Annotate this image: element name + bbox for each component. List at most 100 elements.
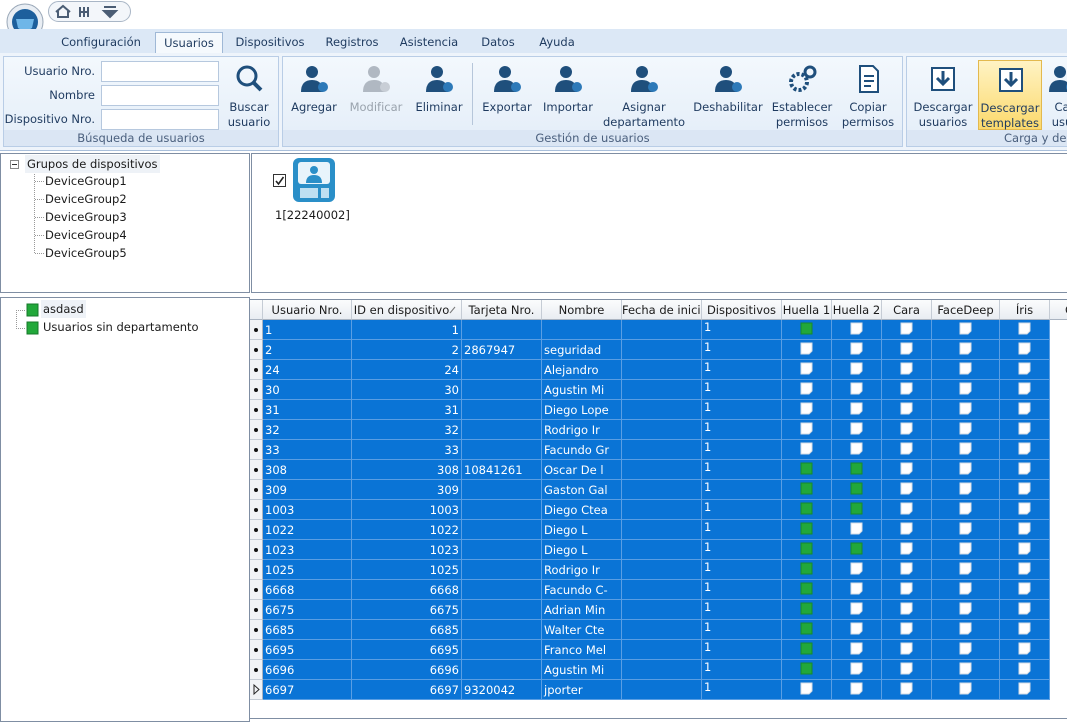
- table-cell[interactable]: Diego Ctea: [542, 500, 622, 520]
- table-cell[interactable]: [932, 540, 1000, 560]
- table-cell[interactable]: [882, 420, 932, 440]
- row-header[interactable]: [250, 600, 263, 620]
- table-cell[interactable]: [782, 680, 832, 700]
- table-cell[interactable]: [882, 660, 932, 680]
- table-cell[interactable]: [782, 580, 832, 600]
- row-header[interactable]: [250, 460, 263, 480]
- ribbon-button[interactable]: Causu: [1042, 60, 1067, 130]
- table-cell[interactable]: [462, 500, 542, 520]
- table-cell[interactable]: [782, 600, 832, 620]
- table-cell[interactable]: [462, 520, 542, 540]
- ribbon-button[interactable]: Eliminar: [411, 60, 467, 130]
- table-cell[interactable]: [832, 680, 882, 700]
- ribbon-button[interactable]: Agregar: [286, 60, 342, 130]
- tree-root[interactable]: Grupos de dispositivos: [25, 155, 160, 173]
- table-cell[interactable]: [932, 640, 1000, 660]
- table-cell[interactable]: 1: [702, 560, 782, 580]
- table-cell[interactable]: 1: [702, 360, 782, 380]
- tab[interactable]: Registros: [325, 35, 379, 49]
- ribbon-button[interactable]: Asignar departamento: [602, 60, 686, 130]
- column-header[interactable]: Usuario Nro.: [263, 300, 352, 320]
- column-header[interactable]: Nombre: [542, 300, 622, 320]
- tab[interactable]: Configuración: [61, 35, 141, 49]
- table-cell[interactable]: [882, 560, 932, 580]
- table-cell[interactable]: Oscar De l: [542, 460, 622, 480]
- table-cell[interactable]: [932, 600, 1000, 620]
- table-cell[interactable]: [622, 600, 702, 620]
- table-cell[interactable]: [932, 400, 1000, 420]
- tab[interactable]: Dispositivos: [235, 35, 305, 49]
- table-cell[interactable]: [782, 480, 832, 500]
- table-cell[interactable]: [882, 680, 932, 700]
- table-cell[interactable]: [832, 660, 882, 680]
- table-cell[interactable]: [462, 600, 542, 620]
- table-cell[interactable]: [622, 360, 702, 380]
- search-button[interactable]: Buscar usuario: [226, 60, 272, 130]
- table-cell[interactable]: 2867947: [462, 340, 542, 360]
- table-cell[interactable]: [622, 460, 702, 480]
- table-cell[interactable]: 6695: [352, 640, 462, 660]
- table-cell[interactable]: 308: [263, 460, 352, 480]
- table-cell[interactable]: Facundo C-: [542, 580, 622, 600]
- table-cell[interactable]: [882, 640, 932, 660]
- table-cell[interactable]: 1: [702, 460, 782, 480]
- table-cell[interactable]: [782, 660, 832, 680]
- table-cell[interactable]: 6696: [263, 660, 352, 680]
- ribbon-button[interactable]: Descargar usuarios: [913, 60, 973, 130]
- table-cell[interactable]: 1: [702, 520, 782, 540]
- table-cell[interactable]: 6695: [263, 640, 352, 660]
- table-cell[interactable]: [882, 440, 932, 460]
- table-cell[interactable]: [622, 560, 702, 580]
- table-cell[interactable]: [782, 560, 832, 580]
- table-cell[interactable]: 6697: [352, 680, 462, 700]
- table-cell[interactable]: [1000, 600, 1050, 620]
- table-cell[interactable]: 1: [702, 500, 782, 520]
- table-cell[interactable]: [622, 660, 702, 680]
- table-cell[interactable]: [832, 520, 882, 540]
- table-cell[interactable]: [832, 460, 882, 480]
- table-cell[interactable]: [882, 620, 932, 640]
- table-cell[interactable]: [832, 640, 882, 660]
- device-label[interactable]: 1[22240002]: [275, 208, 350, 222]
- table-cell[interactable]: [932, 440, 1000, 460]
- column-header[interactable]: Fecha de inicio: [622, 300, 702, 320]
- table-cell[interactable]: [882, 580, 932, 600]
- table-cell[interactable]: Diego Lope: [542, 400, 622, 420]
- table-cell[interactable]: [932, 420, 1000, 440]
- table-cell[interactable]: [1000, 420, 1050, 440]
- table-cell[interactable]: [932, 680, 1000, 700]
- table-cell[interactable]: [622, 540, 702, 560]
- table-cell[interactable]: [882, 500, 932, 520]
- row-header[interactable]: [250, 660, 263, 680]
- row-header[interactable]: [250, 420, 263, 440]
- table-cell[interactable]: [622, 320, 702, 340]
- table-cell[interactable]: Alejandro: [542, 360, 622, 380]
- table-cell[interactable]: [542, 320, 622, 340]
- table-cell[interactable]: [782, 460, 832, 480]
- table-cell[interactable]: [932, 500, 1000, 520]
- table-cell[interactable]: [782, 440, 832, 460]
- table-cell[interactable]: 1023: [263, 540, 352, 560]
- table-cell[interactable]: [462, 380, 542, 400]
- table-cell[interactable]: 1: [702, 480, 782, 500]
- table-cell[interactable]: 1: [702, 640, 782, 660]
- table-cell[interactable]: 6697: [263, 680, 352, 700]
- table-cell[interactable]: [782, 640, 832, 660]
- table-cell[interactable]: [882, 360, 932, 380]
- tree-node[interactable]: DeviceGroup2: [45, 192, 127, 206]
- row-header[interactable]: [250, 680, 263, 700]
- table-cell[interactable]: [462, 420, 542, 440]
- table-cell[interactable]: [622, 380, 702, 400]
- table-cell[interactable]: 6685: [263, 620, 352, 640]
- row-header[interactable]: [250, 520, 263, 540]
- table-cell[interactable]: jporter: [542, 680, 622, 700]
- table-cell[interactable]: Facundo Gr: [542, 440, 622, 460]
- table-cell[interactable]: [1000, 320, 1050, 340]
- table-cell[interactable]: 6668: [352, 580, 462, 600]
- column-header[interactable]: G: [1050, 300, 1067, 320]
- table-cell[interactable]: 1: [702, 540, 782, 560]
- table-cell[interactable]: [832, 340, 882, 360]
- table-cell[interactable]: [622, 520, 702, 540]
- table-cell[interactable]: Diego L: [542, 520, 622, 540]
- table-cell[interactable]: [622, 580, 702, 600]
